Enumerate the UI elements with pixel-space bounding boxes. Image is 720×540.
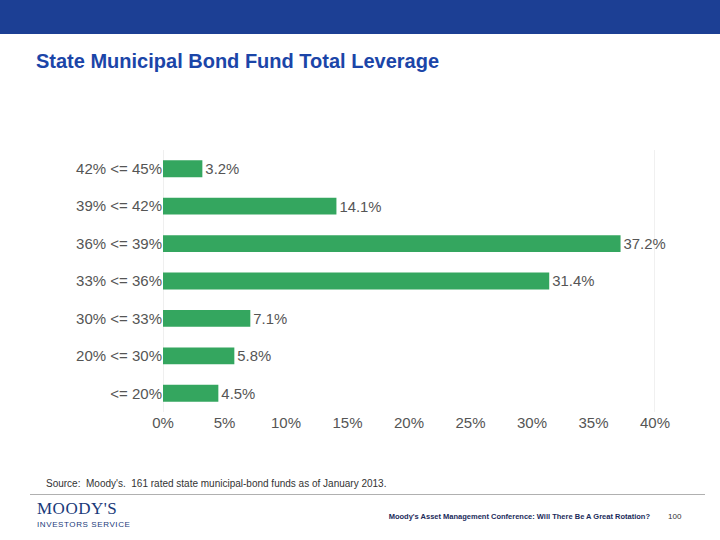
html-text:Source: Moody's. 161 rated sta: Source: Moody's. 161 rated state municip… xyxy=(46,478,387,489)
svg-text:10%: 10% xyxy=(271,414,301,431)
svg-text:3.2%: 3.2% xyxy=(205,161,239,177)
svg-text:20% <= 30%: 20% <= 30% xyxy=(76,347,162,364)
svg-text:39% <= 42%: 39% <= 42% xyxy=(76,197,162,214)
html-text:State Municipal Bond Fund Tota: State Municipal Bond Fund Total Leverage xyxy=(36,50,439,72)
svg-text:7.1%: 7.1% xyxy=(253,311,287,327)
svg-text:36% <= 39%: 36% <= 39% xyxy=(76,235,162,252)
svg-text:<= 20%: <= 20% xyxy=(110,385,162,402)
svg-text:31.4%: 31.4% xyxy=(552,273,594,289)
svg-text:25%: 25% xyxy=(455,414,485,431)
svg-text:0%: 0% xyxy=(152,414,174,431)
html-text:Moody's Asset Management Confe: Moody's Asset Management Conference: Wil… xyxy=(388,512,650,521)
html-text:INVESTORS SERVICE: INVESTORS SERVICE xyxy=(37,520,131,529)
svg-text:37.2%: 37.2% xyxy=(624,236,666,252)
svg-text:20%: 20% xyxy=(394,414,424,431)
svg-text:5%: 5% xyxy=(214,414,236,431)
svg-text:14.1%: 14.1% xyxy=(339,199,381,215)
html-text:100: 100 xyxy=(668,512,682,521)
svg-text:33% <= 36%: 33% <= 36% xyxy=(76,272,162,289)
svg-text:42% <= 45%: 42% <= 45% xyxy=(76,160,162,177)
svg-text:5.8%: 5.8% xyxy=(237,348,271,364)
svg-text:15%: 15% xyxy=(332,414,362,431)
svg-text:4.5%: 4.5% xyxy=(221,386,255,402)
svg-text:35%: 35% xyxy=(578,414,608,431)
svg-text:30% <= 33%: 30% <= 33% xyxy=(76,310,162,327)
html-text:MOODY'S: MOODY'S xyxy=(37,499,118,518)
svg-text:40%: 40% xyxy=(640,414,670,431)
svg-text:30%: 30% xyxy=(517,414,547,431)
